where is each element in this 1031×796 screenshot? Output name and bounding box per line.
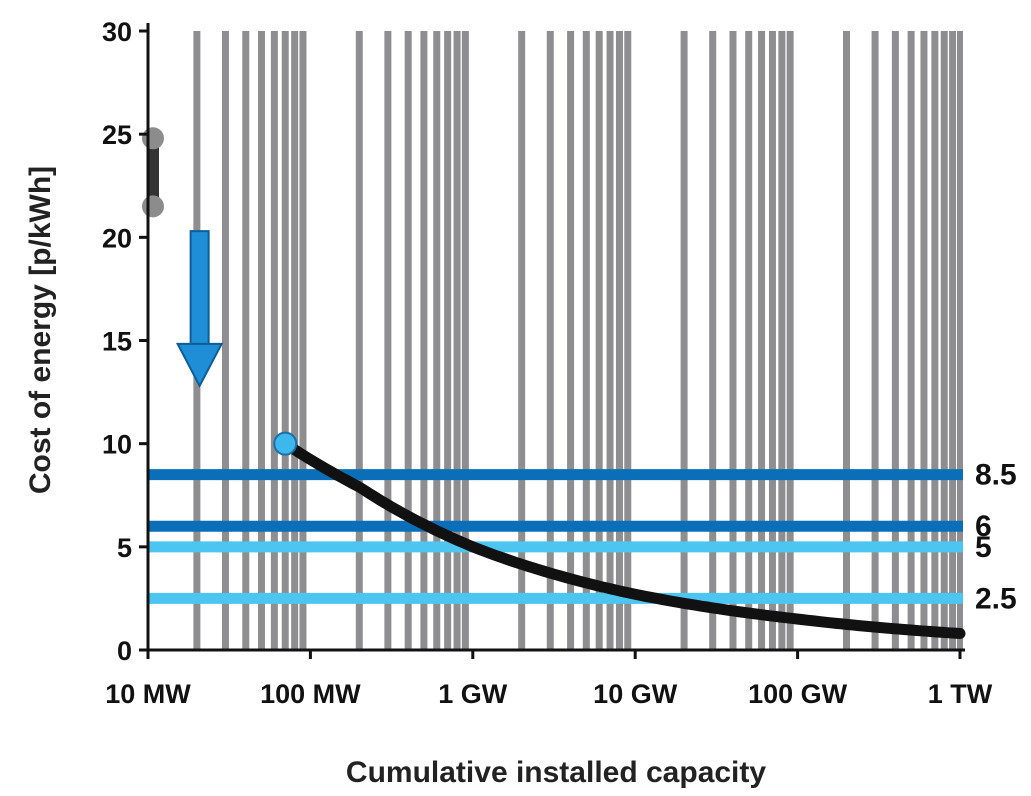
reference-line-label: 2.5 bbox=[975, 582, 1017, 615]
x-tick-label: 100 MW bbox=[260, 679, 361, 709]
range-point bbox=[142, 195, 164, 218]
y-tick-label: 25 bbox=[102, 120, 132, 150]
reference-line-label: 5 bbox=[975, 531, 992, 564]
highlight-point bbox=[273, 431, 298, 456]
labels: Cumulative installed capacity Cost of en… bbox=[24, 166, 766, 789]
y-tick-label: 0 bbox=[117, 636, 132, 666]
y-tick-label: 10 bbox=[102, 430, 132, 460]
x-tick-label: 1 TW bbox=[928, 679, 993, 709]
axes: 0 5 10 15 20 25 30 10 MW 100 MW 1 GW 10 GW 100 GW 1 … bbox=[102, 17, 993, 709]
x-tick-label: 100 GW bbox=[748, 679, 848, 709]
y-axis-title: Cost of energy [p/kWh] bbox=[24, 166, 57, 494]
range-point bbox=[142, 127, 164, 150]
grid-layer bbox=[193, 31, 963, 650]
reference-lines: 8.5 65 2.5 bbox=[148, 459, 1017, 615]
y-tick-label: 5 bbox=[117, 533, 132, 563]
y-tick-label: 15 bbox=[102, 327, 132, 357]
y-tick-label: 30 bbox=[102, 17, 132, 47]
x-tick-label: 10 MW bbox=[105, 679, 191, 709]
x-tick-label: 10 GW bbox=[593, 679, 678, 709]
x-axis-title: Cumulative installed capacity bbox=[346, 756, 766, 789]
y-tick-label: 20 bbox=[102, 223, 132, 253]
arrow-head bbox=[175, 342, 224, 389]
arrow-shaft bbox=[189, 230, 210, 347]
reference-line-label: 6 bbox=[975, 510, 992, 543]
reference-line-label: 8.5 bbox=[975, 459, 1017, 492]
x-tick-label: 1 GW bbox=[438, 679, 508, 709]
cost-curve bbox=[279, 438, 966, 639]
